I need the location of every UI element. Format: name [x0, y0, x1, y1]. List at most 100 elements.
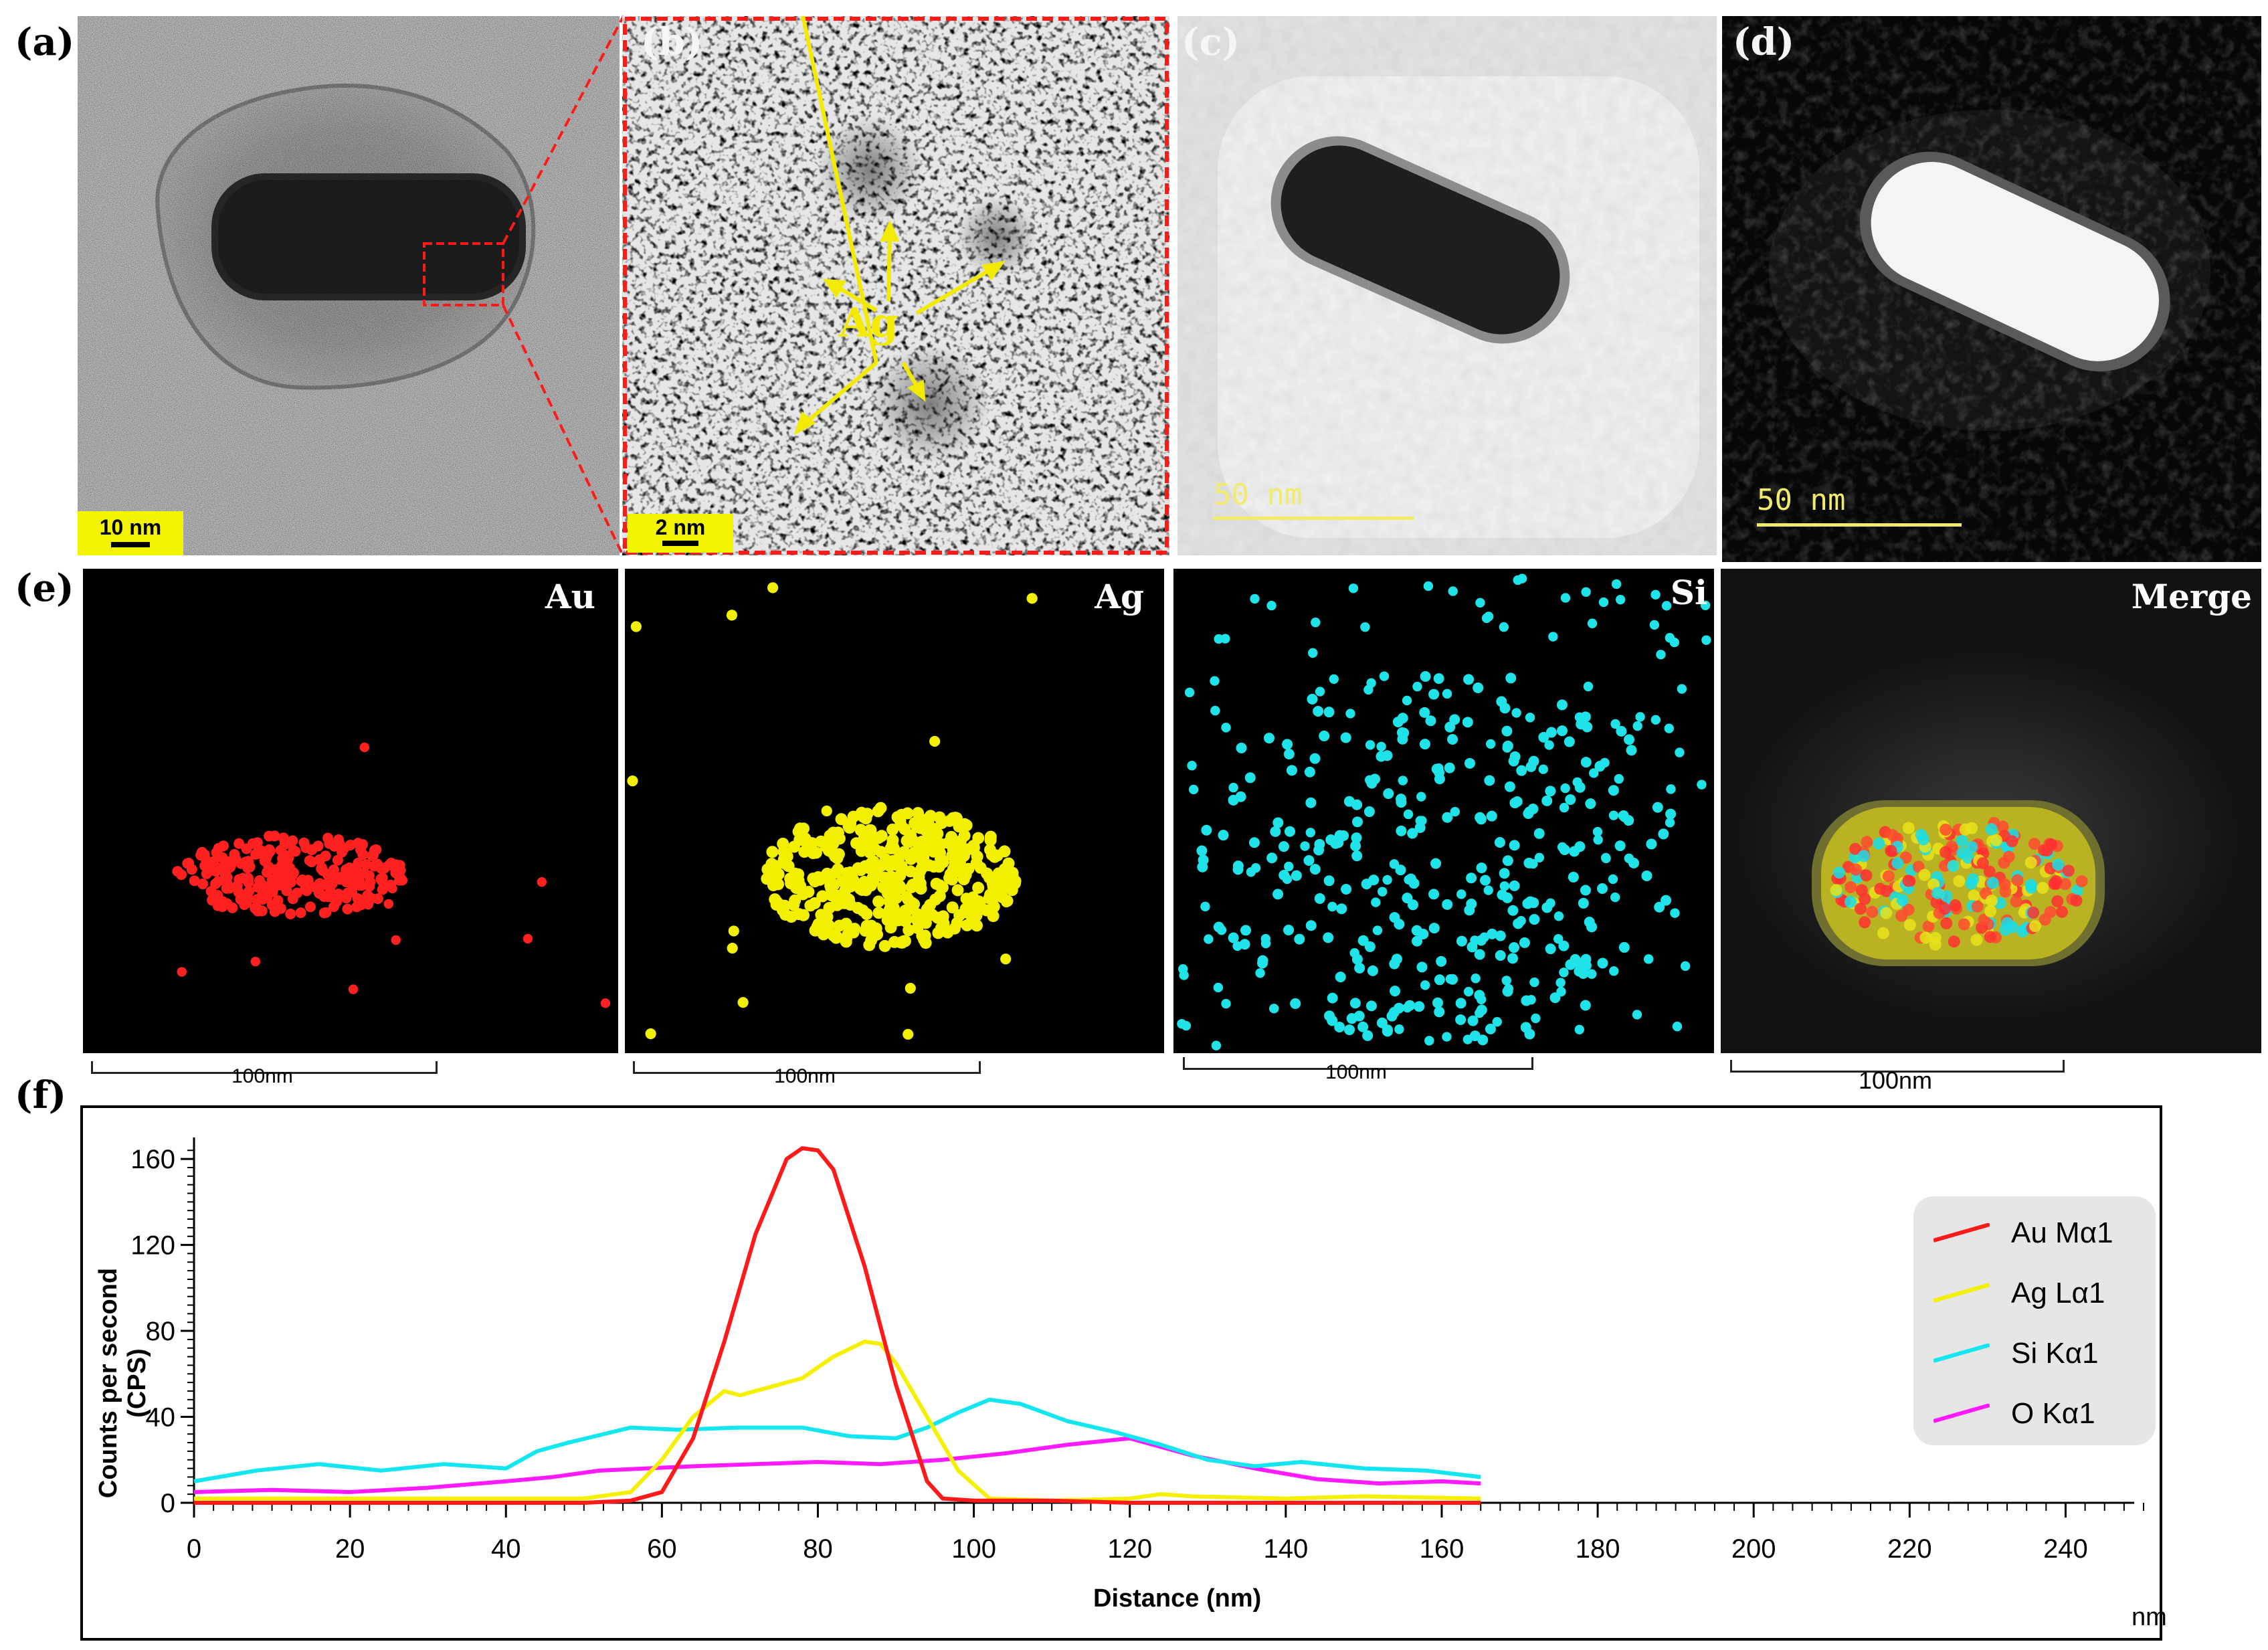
si-signal-dot [1541, 795, 1553, 806]
ag-signal-dot [929, 735, 941, 747]
merge-signal-dot [1874, 883, 1887, 895]
si-signal-dot [1524, 1028, 1535, 1040]
si-signal-dot [1545, 727, 1557, 738]
si-signal-dot [1620, 812, 1630, 822]
ag-signal-dot [817, 928, 830, 941]
au-signal-dot [304, 855, 315, 866]
si-signal-dot [1528, 755, 1539, 767]
au-signal-dot [182, 858, 193, 869]
merge-signal-dot [1968, 889, 1980, 902]
si-signal-dot [1614, 840, 1626, 852]
si-signal-dot [1382, 1024, 1393, 1036]
merge-signal-dot [2001, 917, 2014, 929]
si-signal-dot [1200, 901, 1210, 912]
si-signal-dot [1266, 852, 1278, 864]
si-signal-dot [1350, 840, 1361, 852]
merge-signal-dot [1985, 895, 1998, 907]
si-signal-dot [1545, 943, 1556, 955]
ag-signal-dot [910, 913, 923, 926]
panel-label-a: (a) [15, 20, 75, 64]
si-signal-dot [1270, 826, 1281, 837]
si-signal-dot [1272, 889, 1284, 900]
legend-item-ag: Ag Lα1 [1933, 1277, 2105, 1309]
au-signal-dot [235, 894, 246, 905]
si-signal-dot [1420, 671, 1431, 682]
au-signal-dot [207, 895, 218, 906]
si-signal-dot [1544, 740, 1554, 750]
ag-signal-dot [986, 894, 999, 907]
ag-signal-dot [1001, 896, 1012, 908]
si-signal-dot [1334, 1021, 1345, 1032]
si-signal-dot [1314, 893, 1325, 904]
si-signal-dot [1624, 734, 1635, 745]
si-signal-dot [1505, 672, 1517, 684]
si-signal-dot [1334, 830, 1345, 841]
si-signal-dot [1398, 775, 1408, 786]
si-signal-dot [1507, 953, 1519, 964]
si-signal-dot [1314, 838, 1325, 850]
si-signal-dot [1442, 1032, 1452, 1042]
ag-signal-dot [894, 936, 907, 949]
au-signal-dot [387, 883, 397, 894]
merge-signal-dot [2051, 895, 2064, 907]
ag-signal-dot [787, 899, 800, 911]
eds-ag-scale-bracket [633, 1061, 981, 1074]
si-signal-dot [1568, 871, 1579, 883]
si-signal-dot [1404, 875, 1414, 885]
x-tick-label: 80 [803, 1534, 833, 1564]
si-signal-dot [1475, 814, 1487, 825]
si-signal-dot [1608, 785, 1619, 796]
si-signal-dot [1665, 808, 1677, 820]
si-signal-dot [1442, 689, 1452, 699]
si-signal-dot [1495, 930, 1506, 941]
panel-label-c: (c) [1182, 20, 1240, 64]
au-signal-dot [383, 899, 394, 909]
merge-signal-dot [2027, 906, 2040, 919]
ag-signal-dot [944, 868, 957, 881]
si-signal-dot [1486, 810, 1497, 822]
si-signal-dot [1442, 899, 1453, 910]
ag-signal-dot [726, 610, 738, 621]
si-signal-dot [1396, 825, 1407, 836]
eds-map-au: Au [83, 569, 618, 1053]
merge-signal-dot [1983, 865, 1996, 878]
x-tick-label: 200 [1731, 1534, 1776, 1564]
si-signal-dot [1611, 579, 1622, 589]
au-signal-dot [250, 956, 261, 967]
si-signal-dot [1305, 920, 1317, 931]
si-signal-dot [1516, 765, 1527, 776]
ag-signal-dot [953, 844, 965, 857]
si-signal-dot [1560, 783, 1570, 794]
si-signal-dot [1204, 934, 1214, 944]
si-signal-dot [1434, 974, 1445, 986]
ag-signal-dot [887, 842, 900, 854]
si-profile-line [193, 1397, 1481, 1483]
si-signal-dot [1471, 974, 1481, 984]
si-signal-dot [1357, 1021, 1369, 1032]
ag-signal-dot [842, 820, 855, 832]
ag-signal-dot [890, 883, 903, 895]
chart-ylabel: Counts per second (CPS) [94, 1267, 151, 1499]
merge-signal-dot [2044, 906, 2057, 919]
si-signal-dot [1414, 1001, 1425, 1012]
si-signal-dot [1463, 674, 1475, 685]
si-signal-dot [1479, 932, 1489, 942]
si-signal-dot [1376, 751, 1387, 762]
merge-signal-dot [1986, 877, 1999, 889]
si-signal-dot [1396, 797, 1407, 808]
ag-signal-dot [824, 830, 836, 842]
si-signal-dot [1240, 925, 1252, 936]
merge-signal-dot [2050, 875, 2063, 887]
eds-map-merge: Merge [1721, 569, 2261, 1053]
si-signal-dot [1425, 715, 1436, 727]
merge-signal-dot [1833, 866, 1846, 879]
ag-signal-dot [953, 820, 965, 833]
scale-bar-c-line [1214, 517, 1414, 520]
si-signal-dot [1368, 875, 1380, 886]
si-signal-dot [1608, 874, 1618, 885]
au-signal-dot [177, 967, 187, 977]
merge-signal-dot [2016, 925, 2029, 937]
merge-signal-dot [1958, 918, 1970, 931]
merge-signal-dot [1880, 907, 1893, 919]
si-signal-dot [1499, 703, 1511, 714]
